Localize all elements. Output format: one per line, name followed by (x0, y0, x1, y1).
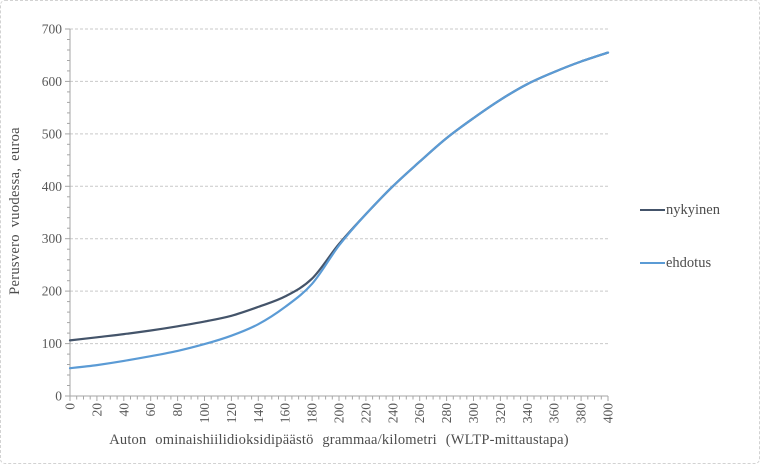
legend-item-ehdotus: ehdotus (640, 254, 720, 272)
x-tick-label-220: 220 (358, 403, 373, 424)
y-tick-label-100: 100 (42, 336, 63, 351)
x-tick-label-340: 340 (520, 403, 535, 424)
series-line-nykyinen (68, 51, 610, 342)
legend-label-nykyinen: nykyinen (666, 201, 720, 218)
x-tick-label-80: 80 (170, 403, 185, 417)
ehdotus-line-swatch (640, 262, 665, 264)
legend-label-ehdotus: ehdotus (666, 254, 712, 271)
y-tick-label-500: 500 (42, 126, 63, 141)
x-tick-label-160: 160 (278, 403, 293, 424)
x-tick-label-360: 360 (547, 403, 562, 424)
x-tick-label-20: 20 (89, 403, 104, 417)
y-tick-label-200: 200 (42, 284, 63, 299)
x-tick-label-260: 260 (412, 403, 427, 424)
x-tick-label-280: 280 (439, 403, 454, 424)
nykyinen-line-swatch (640, 209, 665, 211)
y-tick-label-400: 400 (42, 179, 63, 194)
x-tick-label-40: 40 (116, 403, 131, 417)
x-tick-label-320: 320 (493, 403, 508, 424)
x-tick-label-300: 300 (466, 403, 481, 424)
y-tick-label-0: 0 (55, 389, 62, 404)
series-line-ehdotus (68, 51, 610, 370)
x-tick-label-380: 380 (574, 403, 589, 424)
x-tick-label-240: 240 (385, 403, 400, 424)
x-tick-label-0: 0 (63, 403, 78, 410)
x-tick-label-200: 200 (332, 403, 347, 424)
x-tick-label-100: 100 (197, 403, 212, 424)
y-tick-label-300: 300 (42, 231, 63, 246)
x-tick-label-140: 140 (251, 403, 266, 424)
legend: nykyinen ehdotus (640, 201, 720, 272)
x-axis-title: Auton ominaishiilidioksidipäästö grammaa… (109, 432, 569, 448)
x-tick-label-180: 180 (305, 403, 320, 424)
x-tick-label-60: 60 (143, 403, 158, 417)
y-tick-label-700: 700 (42, 22, 63, 37)
x-tick-label-400: 400 (601, 403, 616, 424)
y-axis-title: Perusvero vuodessa, euroa (7, 127, 23, 295)
legend-item-nykyinen: nykyinen (640, 201, 720, 219)
y-tick-label-600: 600 (42, 74, 63, 89)
x-tick-label-120: 120 (224, 403, 239, 424)
